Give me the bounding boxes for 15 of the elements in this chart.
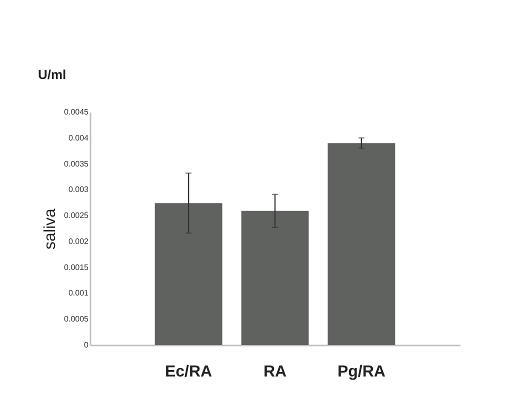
x-tick-label: Pg/RA	[337, 364, 386, 380]
y-tick-label: 0.0025	[64, 211, 90, 220]
y-tick-label: 0.003	[68, 185, 90, 194]
y-tick-label: 0.0045	[64, 108, 90, 116]
y-tick-label: 0.0035	[64, 159, 90, 168]
y-tick-label: 0	[84, 340, 90, 350]
x-tick-label: RA	[263, 364, 287, 380]
y-tick-label: 0.0015	[64, 262, 90, 272]
y-tick-label: 0.002	[68, 236, 90, 246]
text: U/ml	[38, 67, 66, 82]
y-tick-label: 0.001	[68, 288, 90, 298]
y-axis-title: saliva	[42, 208, 60, 250]
y-tick-label: 0.004	[68, 133, 90, 142]
y-tick-label: 0.0005	[64, 314, 90, 324]
x-tick-label: Ec/RA	[164, 364, 213, 380]
